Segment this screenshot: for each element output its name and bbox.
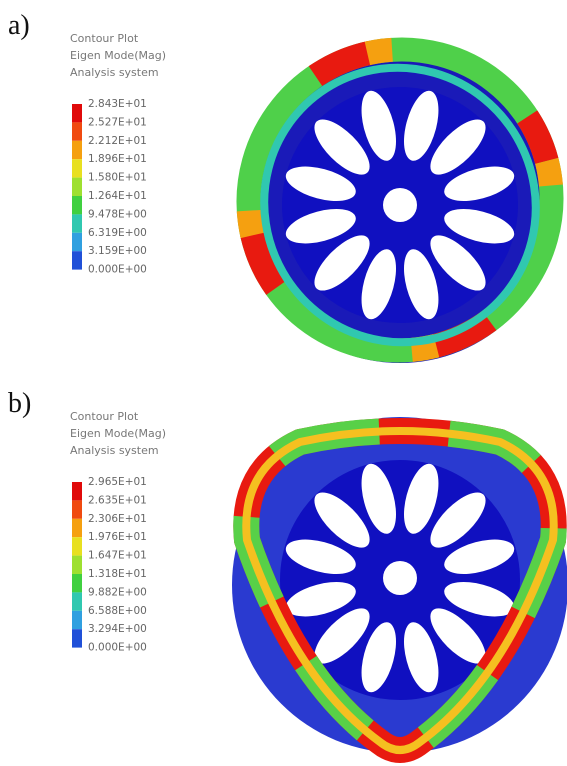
wheel-a: [193, 0, 567, 406]
legend-level: 2.306E+01: [88, 513, 147, 525]
legend-level: 2.635E+01: [88, 494, 147, 506]
hub-hole: [383, 188, 417, 222]
legend-swatch: [72, 214, 82, 232]
legend-level: 2.527E+01: [88, 116, 147, 128]
panel-label: b): [8, 388, 31, 419]
legend-level: 1.976E+01: [88, 531, 147, 543]
legend-swatch: [72, 500, 82, 518]
legend-level: 1.647E+01: [88, 550, 147, 562]
legend-swatch: [72, 519, 82, 537]
legend-level: 1.318E+01: [88, 568, 147, 580]
legend-swatch: [72, 141, 82, 159]
legend-swatch: [72, 482, 82, 500]
legend-swatch: [72, 122, 82, 140]
legend-level: 2.843E+01: [88, 98, 147, 110]
legend-swatch: [72, 251, 82, 269]
figure: a) Contour Plot Eigen Mode(Mag) Analysis sy…: [0, 0, 567, 766]
legends: a) Contour Plot Eigen Mode(Mag) Analysis sy…: [8, 10, 166, 654]
legend-level: 6.319E+00: [88, 227, 147, 239]
legend-swatch: [72, 592, 82, 610]
legend-swatch: [72, 611, 82, 629]
legend-title: Eigen Mode(Mag): [70, 49, 166, 62]
legend-level: 1.580E+01: [88, 172, 147, 184]
panel-label: a): [8, 10, 30, 41]
legend-swatch: [72, 178, 82, 196]
legend-title: Analysis system: [70, 66, 159, 79]
legend-title: Analysis system: [70, 444, 159, 457]
legend-level: 0.000E+00: [88, 264, 147, 276]
legend-level: 2.965E+01: [88, 476, 147, 488]
legend-title: Eigen Mode(Mag): [70, 427, 166, 440]
legend-level: 3.159E+00: [88, 245, 147, 257]
legend-swatch: [72, 537, 82, 555]
legend-level: 1.264E+01: [88, 190, 147, 202]
legend-swatch: [72, 556, 82, 574]
legend-level: 1.896E+01: [88, 153, 147, 165]
legend-swatch: [72, 196, 82, 214]
page: {"panels": [ {"label": "a)", "legend": {…: [0, 0, 567, 766]
legend-level: 0.000E+00: [88, 642, 147, 654]
legend-level: 2.212E+01: [88, 135, 147, 147]
legend-level: 3.294E+00: [88, 623, 147, 635]
legend-title: Contour Plot: [70, 32, 139, 45]
legend-level: 6.588E+00: [88, 605, 147, 617]
legend-swatch: [72, 233, 82, 251]
wheel-b: [232, 417, 567, 753]
hub-hole: [383, 561, 417, 595]
legend-swatch: [72, 574, 82, 592]
legend-swatch: [72, 104, 82, 122]
legend-swatch: [72, 629, 82, 647]
legend-level: 9.882E+00: [88, 586, 147, 598]
legend-title: Contour Plot: [70, 410, 139, 423]
legend-level: 9.478E+00: [88, 208, 147, 220]
legend-swatch: [72, 159, 82, 177]
